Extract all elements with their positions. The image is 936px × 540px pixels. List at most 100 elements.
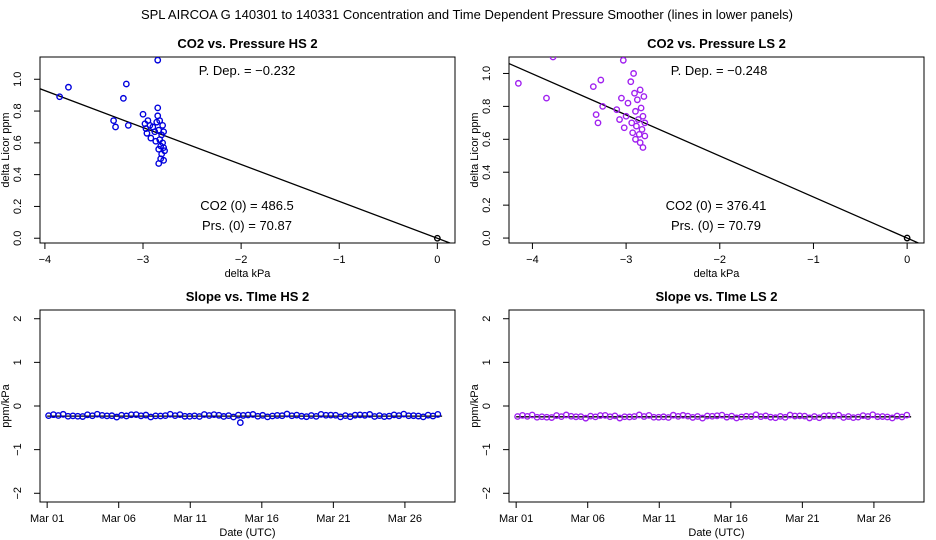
- fit-line: [509, 62, 920, 243]
- x-tick-label: −2: [714, 254, 727, 266]
- y-tick-label: 0.2: [481, 197, 493, 212]
- x-axis-label: Date (UTC): [219, 527, 275, 539]
- x-tick-label: −4: [526, 254, 539, 266]
- x-tick-label: Mar 01: [30, 513, 64, 525]
- data-point: [640, 93, 648, 100]
- y-tick-label: 0.6: [481, 132, 493, 147]
- data-point: [549, 57, 557, 61]
- x-tick-label: −3: [137, 254, 150, 266]
- x-tick-label: Mar 01: [499, 513, 533, 525]
- y-tick-label: 1.0: [481, 66, 493, 81]
- data-point: [122, 80, 130, 88]
- y-axis-label: ppm/kPa: [0, 383, 12, 427]
- data-point: [639, 112, 647, 120]
- chart-title: Slope vs. TIme HS 2: [186, 289, 310, 304]
- y-tick-label: 0.0: [481, 230, 493, 245]
- x-axis-label: Date (UTC): [688, 527, 744, 539]
- data-point: [633, 96, 641, 104]
- data-point: [154, 57, 162, 64]
- data-point: [624, 99, 632, 107]
- data-point: [514, 79, 522, 87]
- data-point: [112, 123, 119, 131]
- data-point: [110, 117, 117, 124]
- data-point: [641, 119, 649, 127]
- chart-ls-slope: Slope vs. TIme LS 2 Mar 01 Mar 06 Mar 11 Mar…: [469, 289, 925, 539]
- data-point: [152, 137, 160, 145]
- y-tick-label: −2: [481, 487, 493, 500]
- data-point: [160, 144, 168, 152]
- data-point: [630, 70, 637, 77]
- data-point: [154, 104, 162, 112]
- data-point: [632, 135, 639, 143]
- x-tick-label: Mar 21: [316, 513, 350, 525]
- chart-hs-slope: Slope vs. TIme HS 2 Mar 01 Mar 06 Mar 11 Mar…: [0, 289, 456, 539]
- data-point: [594, 119, 602, 127]
- data-point: [236, 419, 244, 426]
- data-point: [618, 94, 625, 102]
- chart-title: Slope vs. TIme LS 2: [655, 289, 777, 304]
- data-point: [160, 128, 168, 136]
- x-axis-label: delta kPa: [694, 268, 741, 280]
- data-point: [433, 234, 441, 242]
- x-tick-label: Mar 16: [245, 513, 279, 525]
- y-tick-label: 0.2: [12, 199, 24, 214]
- data-point: [619, 57, 627, 64]
- plot-data: [509, 57, 920, 243]
- fit-line: [40, 88, 452, 243]
- x-tick-label: Mar 06: [102, 513, 136, 525]
- data-point: [636, 86, 644, 94]
- x-tick-label: 0: [904, 254, 910, 266]
- data-point: [597, 76, 605, 84]
- data-point: [161, 147, 168, 155]
- data-point: [119, 94, 127, 102]
- data-point: [613, 106, 621, 114]
- annotation-pressure-intercept: Prs. (0) = 70.79: [671, 218, 761, 233]
- data-point: [629, 129, 637, 137]
- data-point: [638, 126, 646, 133]
- x-tick-label: Mar 26: [388, 513, 422, 525]
- y-tick-label: 0.8: [481, 99, 493, 114]
- data-point: [147, 134, 155, 142]
- x-tick-label: −3: [620, 254, 633, 266]
- data-point: [589, 83, 597, 91]
- data-point: [139, 110, 147, 118]
- data-point: [156, 117, 164, 124]
- data-point: [599, 102, 607, 110]
- y-tick-label: 0: [481, 403, 493, 409]
- data-point: [628, 119, 636, 127]
- plot-frame: [39, 56, 456, 244]
- y-axis-label: delta Licor ppm: [469, 112, 481, 187]
- plot-data: [45, 410, 443, 426]
- plot-frame: [508, 56, 925, 244]
- data-point: [639, 144, 647, 151]
- data-point: [151, 128, 159, 136]
- x-tick-label: −1: [807, 254, 820, 266]
- y-tick-label: −2: [12, 487, 24, 500]
- x-tick-label: Mar 21: [785, 513, 819, 525]
- plot-data: [514, 411, 912, 422]
- x-tick-label: Mar 16: [714, 513, 748, 525]
- y-tick-label: 1: [481, 359, 493, 365]
- x-tick-label: −2: [235, 254, 248, 266]
- annotation-co2-intercept: CO2 (0) = 376.41: [666, 198, 767, 213]
- data-point: [631, 89, 638, 97]
- annotation-pressure-dependence: P. Dep. = −0.232: [199, 63, 296, 78]
- x-tick-label: Mar 11: [643, 513, 676, 525]
- panels: CO2 vs. Pressure HS 2 −4 −3 −2 −1 0 0.0 0.2 0.4 0…: [0, 36, 925, 539]
- data-point: [543, 94, 550, 102]
- x-tick-label: Mar 06: [571, 513, 605, 525]
- y-tick-label: 1: [12, 359, 24, 365]
- x-tick-label: 0: [434, 254, 440, 266]
- y-tick-label: 2: [481, 316, 493, 322]
- page-title: SPL AIRCOA G 140301 to 140331 Concentrat…: [141, 7, 793, 22]
- y-tick-label: 0.4: [481, 165, 493, 180]
- data-point: [641, 132, 649, 140]
- chart-title: CO2 vs. Pressure LS 2: [647, 36, 786, 51]
- x-tick-label: −1: [333, 254, 346, 266]
- y-tick-label: 0.0: [12, 231, 24, 246]
- data-point: [637, 104, 645, 112]
- y-tick-label: 2: [12, 316, 24, 322]
- data-point: [56, 93, 64, 101]
